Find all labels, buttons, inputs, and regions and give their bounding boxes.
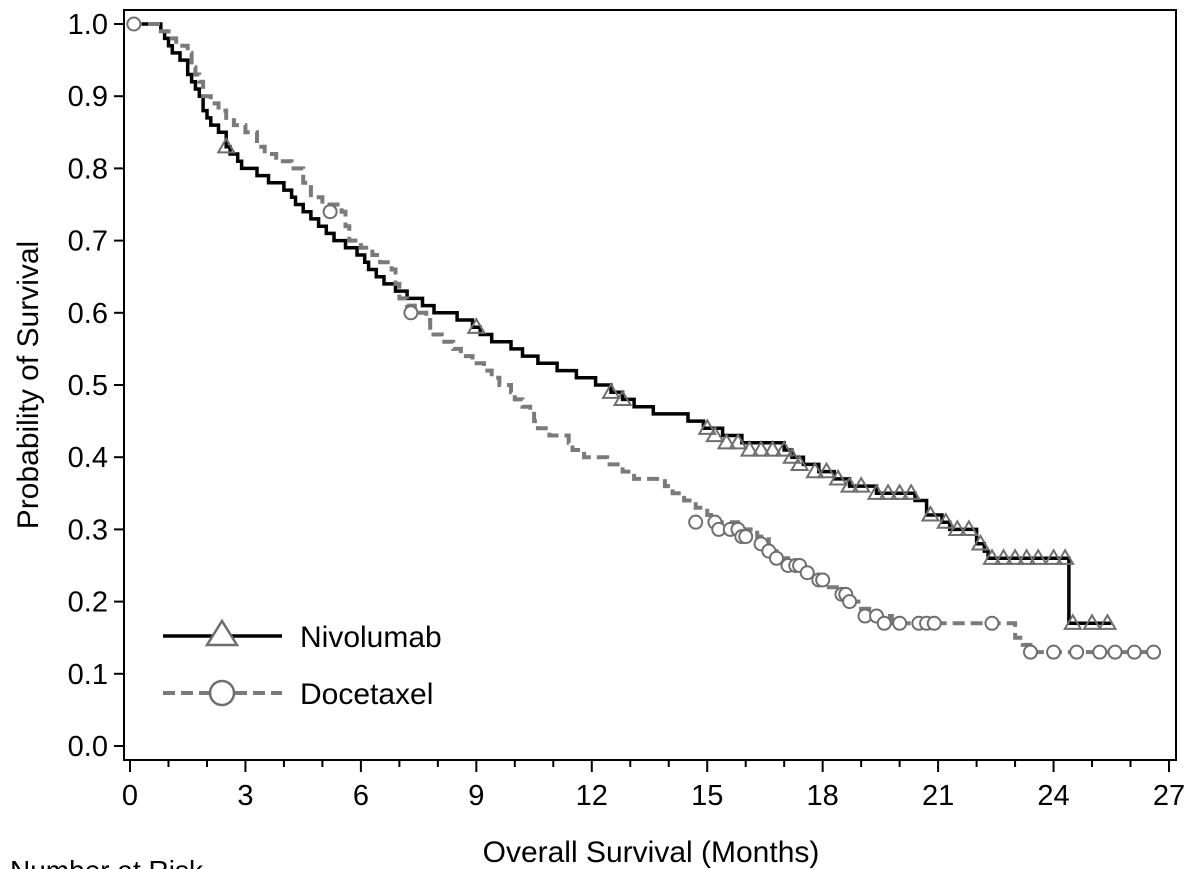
- censor-marker-nivolumab: [782, 447, 802, 464]
- censor-marker-nivolumab: [993, 548, 1014, 565]
- censor-marker-docetaxel: [876, 615, 892, 631]
- x-tick-label: 9: [468, 780, 484, 812]
- censor-marker-docetaxel: [1126, 644, 1142, 660]
- y-tick-label: 0.0: [68, 731, 108, 763]
- censor-marker-nivolumab: [878, 483, 898, 500]
- censor-marker-docetaxel: [322, 204, 338, 220]
- censor-marker-docetaxel: [403, 305, 419, 321]
- legend-circle-icon: [208, 679, 236, 707]
- censor-marker-nivolumab: [970, 533, 991, 551]
- x-tick-label: 18: [807, 780, 839, 812]
- censor-marker-docetaxel: [126, 16, 142, 32]
- censor-marker-nivolumab: [774, 440, 794, 457]
- censor-marker-docetaxel: [815, 572, 831, 588]
- legend: Nivolumab Docetaxel: [163, 618, 442, 711]
- y-tick-label: 0.5: [68, 370, 108, 402]
- censor-marker-docetaxel: [926, 615, 942, 631]
- censor-marker-nivolumab: [959, 519, 979, 536]
- censor-marker-docetaxel: [1107, 644, 1123, 660]
- censor-marker-docetaxel: [799, 565, 815, 581]
- censor-marker-nivolumab: [601, 382, 621, 399]
- censor-marker-docetaxel: [1092, 644, 1108, 660]
- x-tick-label: 0: [122, 780, 138, 812]
- plot-frame: [123, 9, 1177, 761]
- y-tick-label: 0.8: [68, 153, 108, 185]
- censor-marker-nivolumab: [697, 418, 717, 435]
- censor-marker-nivolumab: [728, 432, 748, 450]
- censor-marker-docetaxel: [892, 615, 908, 631]
- censor-marker-nivolumab: [789, 454, 810, 472]
- censor-marker-docetaxel: [738, 529, 754, 545]
- censor-marker-nivolumab: [901, 483, 921, 500]
- censor-marker-docetaxel: [984, 615, 1000, 631]
- censor-marker-nivolumab: [982, 548, 1002, 565]
- x-tick-label: 24: [1037, 780, 1069, 812]
- censor-marker-nivolumab: [851, 476, 871, 493]
- censor-marker-docetaxel: [1022, 644, 1038, 660]
- censor-marker-docetaxel: [768, 550, 784, 566]
- censor-marker-nivolumab: [920, 504, 941, 522]
- censor-marker-nivolumab: [466, 317, 487, 334]
- censor-marker-nivolumab: [1005, 548, 1025, 565]
- censor-marker-nivolumab: [751, 440, 771, 457]
- legend-label-nivolumab: Nivolumab: [300, 621, 442, 654]
- censor-marker-nivolumab: [828, 468, 848, 486]
- censor-marker-nivolumab: [947, 519, 968, 536]
- censor-marker-nivolumab: [889, 483, 910, 500]
- y-tick-label: 0.4: [68, 442, 108, 474]
- censor-marker-nivolumab: [866, 483, 887, 500]
- censor-marker-docetaxel: [688, 514, 704, 530]
- y-tick-label: 0.3: [68, 514, 108, 546]
- censor-marker-nivolumab: [1097, 613, 1118, 630]
- y-axis-title: Probability of Survival: [12, 241, 45, 529]
- censor-marker-nivolumab: [1043, 548, 1064, 565]
- censor-marker-nivolumab: [1082, 613, 1102, 630]
- censor-marker-nivolumab: [1028, 548, 1048, 565]
- censor-marker-nivolumab: [816, 461, 837, 479]
- x-tick-label: 6: [353, 780, 369, 812]
- series-layer: [126, 16, 1162, 660]
- y-tick-label: 0.7: [68, 226, 108, 258]
- y-tick-label: 0.9: [68, 81, 108, 113]
- censor-marker-docetaxel: [842, 594, 858, 610]
- censor-marker-nivolumab: [805, 461, 825, 479]
- x-tick-label: 3: [237, 780, 253, 812]
- y-tick-label: 1.0: [68, 9, 108, 41]
- x-tick-label: 15: [691, 780, 723, 812]
- censor-marker-nivolumab: [705, 425, 725, 443]
- y-tick-label: 0.6: [68, 298, 108, 330]
- legend-label-docetaxel: Docetaxel: [300, 678, 433, 711]
- y-axis: 0.0 0.1 0.2 0.3 0.4 0.5 0.6 0.7 0.8 0.9 1.0: [68, 9, 124, 763]
- number-at-risk-label: Number at Risk: [10, 855, 204, 869]
- censor-marker-nivolumab: [216, 136, 236, 154]
- y-tick-label: 0.2: [68, 587, 108, 619]
- censor-marker-nivolumab: [716, 432, 737, 450]
- x-axis-title: Overall Survival (Months): [483, 836, 820, 869]
- censor-marker-nivolumab: [1055, 548, 1075, 565]
- censor-marker-docetaxel: [1046, 644, 1062, 660]
- censor-marker-nivolumab: [1063, 613, 1083, 630]
- censor-marker-docetaxel: [1069, 644, 1085, 660]
- x-tick-label: 27: [1153, 780, 1185, 812]
- x-axis: 0 3 6 9 12 15 18 21 24 27: [122, 760, 1185, 812]
- censor-marker-nivolumab: [612, 389, 633, 407]
- censor-marker-nivolumab: [936, 512, 956, 529]
- legend-triangle-icon: [204, 618, 240, 647]
- censor-marker-nivolumab: [839, 476, 860, 493]
- censor-marker-docetaxel: [1146, 644, 1162, 660]
- x-tick-label: 21: [922, 780, 954, 812]
- censor-marker-nivolumab: [1016, 548, 1037, 565]
- censor-marker-nivolumab: [762, 440, 783, 457]
- censor-marker-nivolumab: [739, 440, 760, 457]
- x-tick-label: 12: [576, 780, 608, 812]
- y-tick-label: 0.1: [68, 659, 108, 691]
